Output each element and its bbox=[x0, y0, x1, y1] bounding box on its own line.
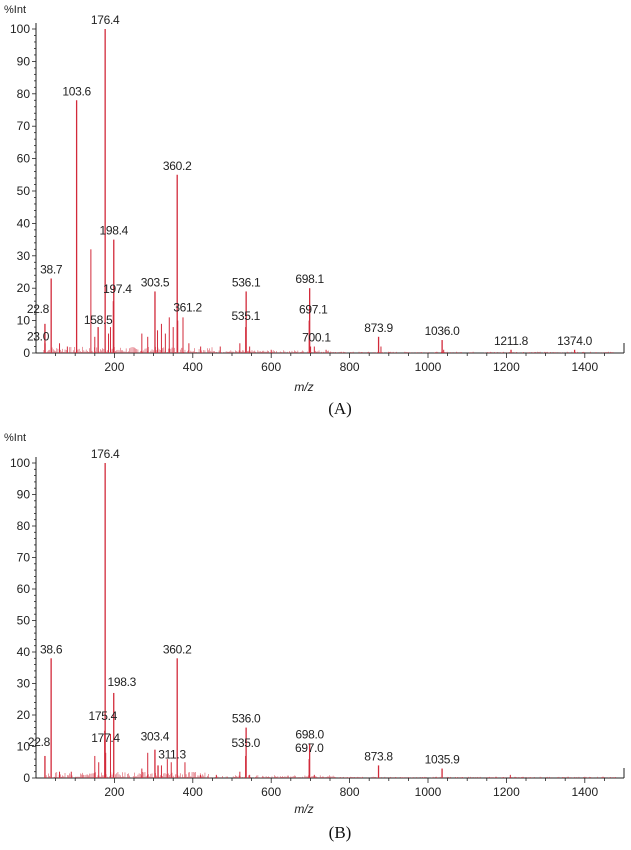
y-tick-label: 70 bbox=[17, 119, 31, 133]
y-tick-label: 20 bbox=[17, 281, 31, 295]
y-tick-label: 0 bbox=[23, 771, 30, 785]
peak-annotation: 700.1 bbox=[302, 331, 331, 345]
x-axis-label: m/z bbox=[294, 802, 313, 816]
peak-annotation: 198.4 bbox=[100, 224, 129, 238]
peak-annotation: 360.2 bbox=[163, 642, 192, 656]
peak-annotation: 175.4 bbox=[88, 709, 117, 723]
peak-annotation: 698.1 bbox=[295, 272, 324, 286]
x-tick-label: 200 bbox=[104, 785, 124, 799]
x-tick-label: 1200 bbox=[493, 360, 520, 374]
peak-annotation: 1374.0 bbox=[557, 334, 593, 348]
y-tick-label: 10 bbox=[17, 314, 31, 328]
peak-annotation: 536.1 bbox=[232, 275, 261, 289]
x-tick-label: 800 bbox=[340, 785, 360, 799]
peak-annotation: 303.4 bbox=[141, 730, 170, 744]
y-tick-label: 80 bbox=[17, 519, 31, 533]
peak-annotation: 176.4 bbox=[91, 447, 120, 461]
y-axis-label: %Int bbox=[4, 4, 26, 16]
peak-annotation: 535.1 bbox=[231, 309, 260, 323]
peak-annotation: 1036.0 bbox=[425, 324, 461, 338]
x-tick-label: 1200 bbox=[493, 785, 520, 799]
y-tick-label: 50 bbox=[17, 614, 31, 628]
peak-annotation: 698.0 bbox=[295, 727, 324, 741]
y-tick-label: 30 bbox=[17, 249, 31, 263]
x-tick-label: 200 bbox=[104, 360, 124, 374]
peak-annotation: 198.3 bbox=[107, 675, 136, 689]
y-tick-label: 60 bbox=[17, 582, 31, 596]
peak-annotation: 197.4 bbox=[103, 282, 132, 296]
panel-label-b: (B) bbox=[329, 823, 352, 842]
x-tick-label: 1400 bbox=[571, 360, 598, 374]
peak-annotation: 1211.8 bbox=[494, 334, 529, 348]
peak-annotation: 536.0 bbox=[232, 712, 261, 726]
peak-annotation: 22.8 bbox=[27, 302, 50, 316]
y-tick-label: 90 bbox=[17, 488, 31, 502]
peak-annotation: 697.1 bbox=[299, 303, 328, 317]
x-tick-label: 400 bbox=[183, 785, 203, 799]
peak-annotation: 361.2 bbox=[173, 301, 202, 315]
x-tick-label: 1000 bbox=[415, 360, 442, 374]
y-tick-label: 90 bbox=[17, 54, 31, 68]
y-tick-label: 60 bbox=[17, 152, 31, 166]
y-axis-label: %Int bbox=[4, 432, 26, 444]
peak-annotation: 22.8 bbox=[28, 735, 51, 749]
y-tick-label: 0 bbox=[23, 346, 30, 360]
x-axis-label: m/z bbox=[294, 380, 313, 394]
spectrum-panel-b: 0 10 20 30 40 50 60 70 80 90 100 200 400 600 800 1000 12… bbox=[4, 432, 625, 816]
peak-annotation: 158.5 bbox=[84, 313, 113, 327]
peak-annotation: 38.6 bbox=[40, 642, 63, 656]
peak-annotation: 873.8 bbox=[364, 749, 393, 763]
x-tick-label: 400 bbox=[183, 360, 203, 374]
peak-annotation: 103.6 bbox=[62, 84, 91, 98]
panel-label-a: (A) bbox=[328, 399, 352, 418]
peak-annotation: 873.9 bbox=[364, 321, 393, 335]
peak-annotation: 360.2 bbox=[163, 159, 192, 173]
peak-annotation: 23.0 bbox=[27, 329, 50, 343]
y-tick-label: 50 bbox=[17, 184, 31, 198]
peak-annotation: 303.5 bbox=[141, 275, 170, 289]
x-tick-label: 600 bbox=[261, 360, 281, 374]
peak-annotation: 311.3 bbox=[158, 747, 186, 761]
peak-annotation: 176.4 bbox=[91, 13, 120, 27]
y-tick-label: 20 bbox=[17, 708, 31, 722]
y-tick-label: 10 bbox=[17, 740, 31, 754]
y-tick-label: 70 bbox=[17, 551, 31, 565]
y-tick-label: 80 bbox=[17, 87, 31, 101]
y-tick-label: 100 bbox=[10, 456, 30, 470]
spectrum-panel-a: 0 10 20 30 40 50 60 70 80 90 100 200 400 600 800 1000 12… bbox=[4, 4, 625, 394]
y-tick-label: 40 bbox=[17, 645, 31, 659]
x-tick-label: 1000 bbox=[415, 785, 442, 799]
peak-annotation: 1035.9 bbox=[425, 753, 461, 767]
peak-annotation: 535.0 bbox=[231, 736, 260, 750]
peak-annotation: 38.7 bbox=[40, 262, 63, 276]
x-tick-label: 1400 bbox=[571, 785, 598, 799]
x-tick-label: 800 bbox=[340, 360, 360, 374]
y-tick-label: 30 bbox=[17, 677, 31, 691]
x-tick-label: 600 bbox=[261, 785, 281, 799]
peak-annotation: 177.4 bbox=[91, 731, 120, 745]
y-tick-label: 40 bbox=[17, 216, 31, 230]
y-tick-label: 100 bbox=[10, 22, 30, 36]
peak-annotation: 697.0 bbox=[295, 741, 324, 755]
